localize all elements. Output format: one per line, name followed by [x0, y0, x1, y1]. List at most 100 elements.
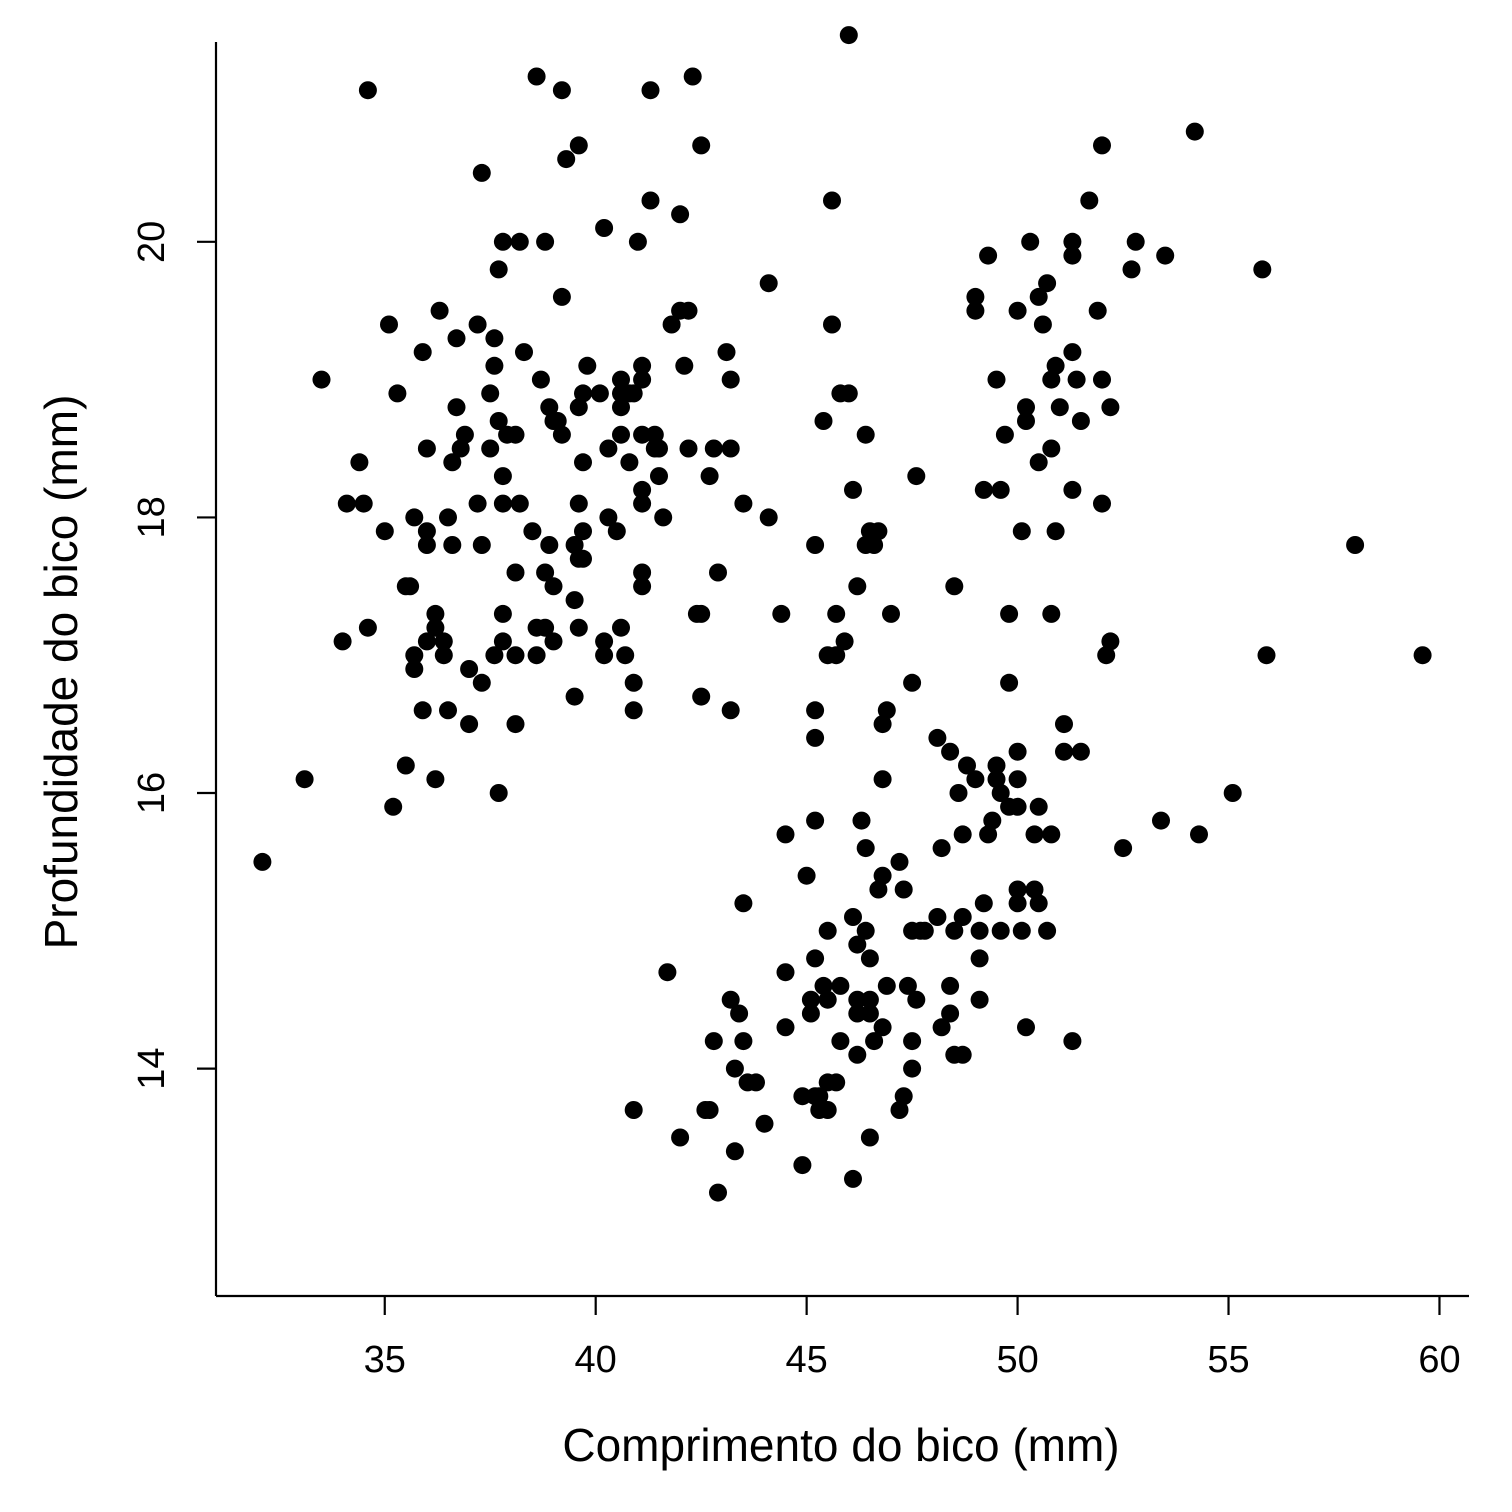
data-point [417, 439, 436, 458]
data-point [590, 384, 609, 403]
data-point [890, 852, 909, 871]
data-point [759, 508, 778, 527]
data-point [1253, 260, 1272, 279]
data-point [1042, 370, 1061, 389]
data-point [1029, 287, 1048, 306]
data-point [671, 205, 690, 224]
data-point [481, 384, 500, 403]
data-point [439, 701, 457, 720]
data-point [915, 921, 934, 940]
data-point [1042, 825, 1061, 844]
data-point [493, 494, 512, 513]
data-point [295, 770, 314, 789]
data-point [1093, 494, 1111, 513]
data-point [869, 522, 888, 541]
data-point [903, 1059, 922, 1078]
data-point [417, 536, 436, 554]
data-point [1029, 453, 1048, 472]
data-point [405, 660, 424, 678]
data-point [569, 494, 588, 513]
data-point [1063, 343, 1082, 362]
data-point [536, 232, 555, 251]
data-point [595, 632, 614, 651]
data-point [565, 591, 584, 610]
data-point [485, 329, 504, 348]
data-point [1017, 412, 1035, 430]
data-point [358, 81, 377, 100]
data-point [953, 825, 972, 844]
data-point [1042, 604, 1061, 623]
data-point [844, 480, 862, 499]
data-point [835, 632, 854, 651]
data-point [633, 563, 652, 582]
data-point [991, 480, 1010, 499]
data-point [1038, 274, 1057, 293]
data-point [312, 370, 331, 389]
data-point [806, 536, 825, 554]
data-point [569, 618, 588, 637]
data-point [692, 136, 711, 155]
y-axis-ticks: 14 16 18 20 [131, 221, 216, 1090]
data-point [548, 412, 567, 430]
data-point [844, 908, 862, 926]
data-point [578, 356, 597, 375]
data-point [941, 742, 960, 761]
data-point [1046, 522, 1065, 541]
data-point [426, 618, 445, 637]
data-point [772, 604, 791, 623]
data-point [831, 1032, 850, 1051]
data-point [970, 990, 989, 1009]
data-point [1012, 921, 1031, 940]
data-point [894, 1087, 913, 1106]
data-point [717, 343, 736, 362]
data-point [536, 618, 555, 637]
data-point [439, 508, 457, 527]
data-point [574, 384, 592, 403]
data-point [966, 287, 985, 306]
data-point [721, 370, 740, 389]
data-point [620, 453, 639, 472]
data-point [540, 398, 559, 417]
data-point [806, 949, 825, 968]
data-point [481, 439, 500, 458]
data-point [527, 67, 546, 86]
data-point [1101, 398, 1120, 417]
data-point [506, 646, 525, 665]
data-point [552, 287, 571, 306]
data-point [995, 425, 1014, 444]
data-point [704, 1032, 723, 1051]
y-tick-label: 18 [131, 496, 173, 538]
data-point [991, 784, 1010, 802]
data-point [865, 1032, 884, 1051]
data-point [1012, 522, 1031, 541]
data-point [544, 577, 563, 596]
data-point [898, 976, 917, 995]
data-point [734, 494, 753, 513]
data-point [337, 494, 356, 513]
data-point [1017, 1018, 1035, 1037]
data-point [827, 1073, 846, 1092]
data-point [932, 1018, 951, 1037]
data-point [991, 921, 1010, 940]
data-point [523, 522, 542, 541]
data-point [1042, 439, 1061, 458]
data-point [493, 632, 512, 651]
data-point [531, 370, 550, 389]
data-point [540, 536, 559, 554]
data-point [873, 715, 892, 734]
data-point [979, 246, 998, 265]
data-point [945, 577, 964, 596]
data-point [413, 701, 432, 720]
data-point [489, 260, 508, 279]
data-point [569, 398, 588, 417]
data-point [536, 563, 555, 582]
data-point [709, 563, 727, 582]
data-point [1093, 136, 1111, 155]
data-point [641, 81, 660, 100]
data-point [1063, 480, 1082, 499]
data-point [1185, 122, 1204, 141]
data-point [510, 494, 529, 513]
data-point [987, 756, 1006, 775]
data-point [650, 467, 668, 486]
